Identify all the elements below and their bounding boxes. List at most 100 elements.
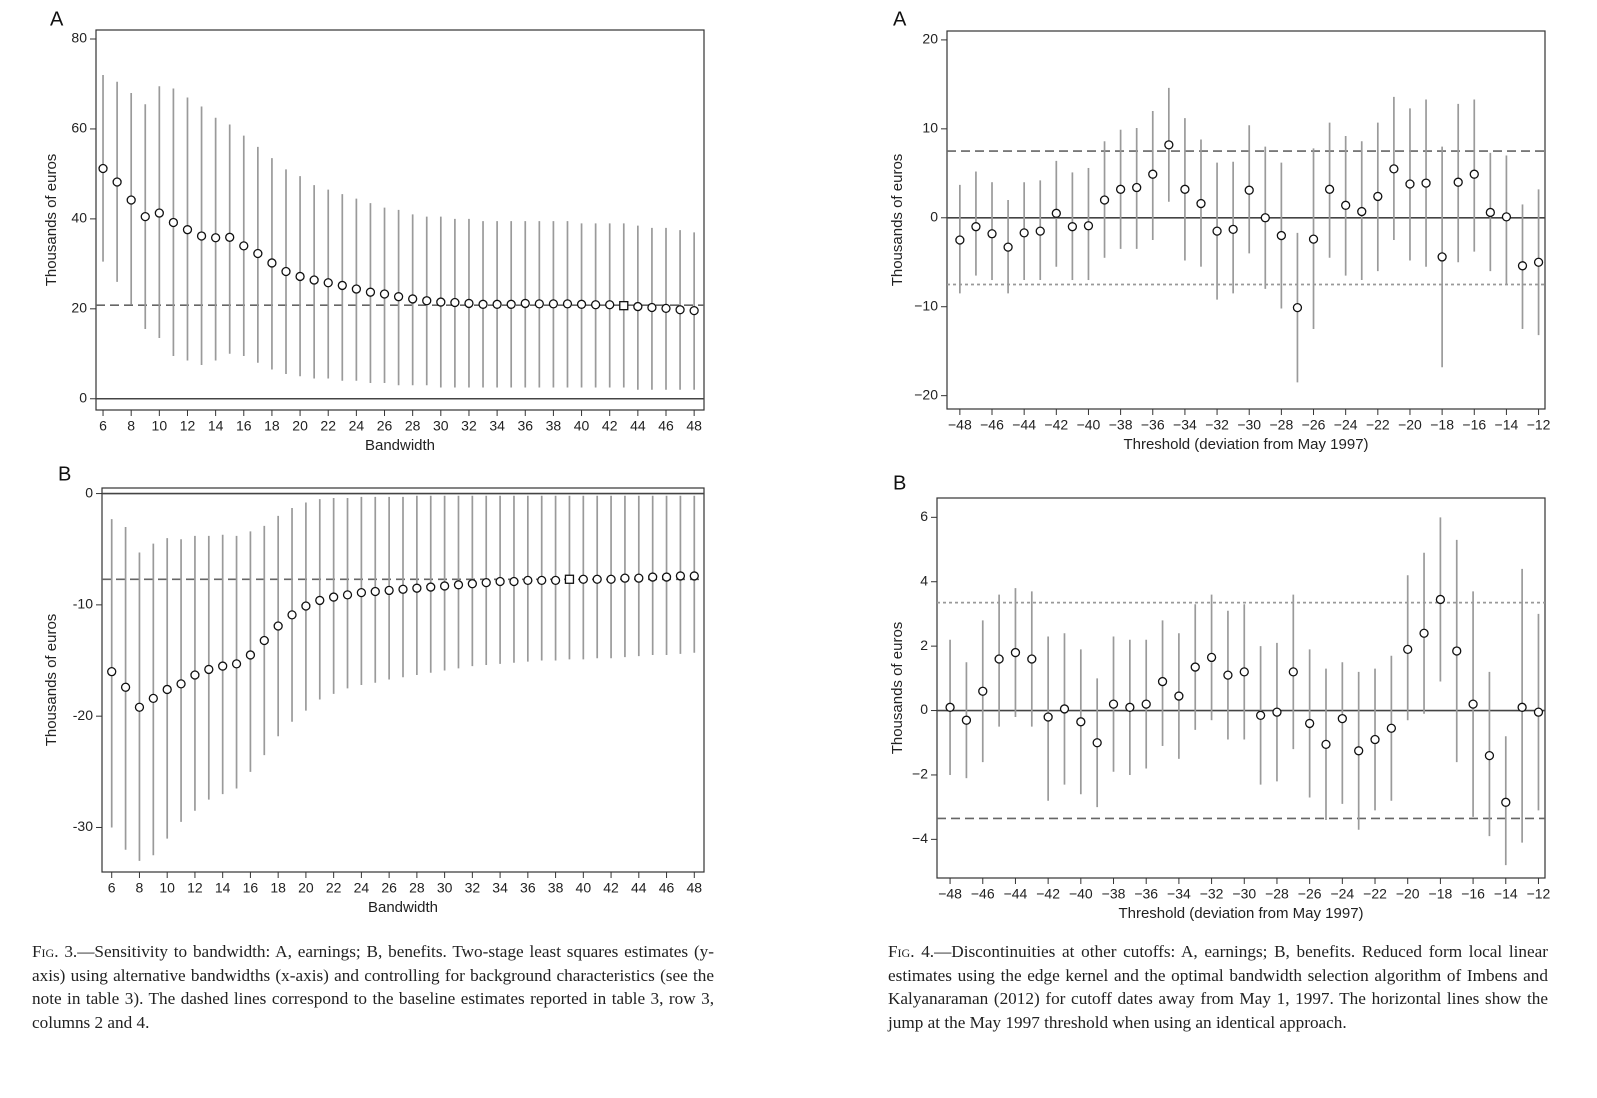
fig3-panel-a: A 0 20 40 60 80 6 8 10 12 14 16 18 20 22 24 26 28 30 32 34 36… [43, 8, 705, 454]
x-tick-label: −46 [980, 417, 1004, 433]
data-point [675, 305, 685, 315]
x-tick-label: −28 [1269, 417, 1293, 433]
data-point [1533, 707, 1544, 717]
data-point [168, 217, 179, 228]
data-point [365, 287, 376, 297]
data-point [1132, 182, 1142, 193]
data-point [273, 621, 283, 631]
fig4-caption-label: Fig. 4. [888, 942, 935, 961]
data-point [412, 583, 422, 593]
y-tick-label: 10 [922, 120, 938, 136]
x-tick-label: 40 [576, 880, 592, 896]
x-tick-label: −42 [1044, 417, 1068, 433]
y-tick-label: 6 [920, 508, 928, 524]
data-point [1469, 169, 1479, 179]
x-tick-label: −32 [1200, 886, 1224, 902]
y-tick-label: 20 [71, 300, 87, 316]
data-point [987, 229, 997, 239]
data-point [1341, 200, 1351, 210]
y-tick-label: 60 [71, 120, 87, 136]
y-tick-label: -10 [73, 596, 93, 612]
data-point [1212, 226, 1222, 236]
y-tick-label: −4 [912, 830, 928, 846]
data-point [1453, 177, 1463, 187]
y-tick-label: 0 [79, 389, 87, 405]
x-tick-label: 42 [603, 880, 619, 896]
panel-label: A [50, 8, 64, 30]
data-point [1405, 179, 1415, 189]
data-point [281, 266, 291, 277]
y-tick-label: 4 [920, 572, 928, 588]
data-point [978, 686, 988, 696]
data-point [994, 654, 1004, 664]
data-point [323, 278, 333, 288]
data-point [1403, 644, 1413, 655]
data-point [961, 715, 972, 725]
y-tick-label: -20 [73, 707, 93, 723]
x-tick-label: 8 [136, 880, 144, 896]
data-point [1419, 628, 1429, 638]
data-point [592, 574, 602, 584]
x-tick-label: −12 [1527, 417, 1551, 433]
x-tick-label: 30 [437, 880, 453, 896]
x-tick-label: 46 [658, 418, 674, 434]
fig4-caption-text: —Discontinuities at other cutoffs: A, ea… [888, 942, 1548, 1032]
data-point [422, 296, 432, 306]
data-point [393, 292, 404, 302]
data-point [495, 576, 505, 587]
data-point [408, 294, 418, 304]
data-point [1288, 667, 1298, 677]
data-point [148, 693, 158, 704]
x-tick-label: −36 [1134, 886, 1158, 902]
data-point [356, 587, 367, 598]
y-tick-label: 40 [71, 210, 87, 226]
y-tick-label: 20 [922, 31, 938, 47]
data-point [1373, 191, 1383, 202]
data-point [253, 248, 263, 259]
data-point [1321, 739, 1331, 750]
x-tick-label: 12 [180, 418, 196, 434]
data-point [245, 650, 256, 660]
y-tick-label: −20 [914, 386, 938, 402]
x-tick-label: −30 [1237, 417, 1261, 433]
x-tick-label: −48 [938, 886, 962, 902]
x-tick-label: 48 [686, 418, 702, 434]
data-point [633, 301, 643, 312]
data-point [520, 298, 530, 309]
x-tick-label: −38 [1102, 886, 1126, 902]
x-axis-label: Threshold (deviation from May 1997) [1118, 905, 1363, 922]
x-tick-label: −24 [1330, 886, 1354, 902]
data-point [176, 679, 186, 689]
data-point [450, 297, 460, 308]
data-point [506, 299, 516, 309]
x-tick-label: −20 [1398, 417, 1422, 433]
x-tick-label: −14 [1494, 886, 1518, 902]
data-point [1484, 750, 1495, 761]
data-point [1255, 710, 1266, 721]
x-tick-label: 14 [208, 418, 224, 434]
data-point [1421, 178, 1431, 188]
x-tick-label: −26 [1298, 886, 1322, 902]
y-tick-label: 0 [930, 208, 938, 224]
data-point [1485, 207, 1495, 218]
x-tick-label: −14 [1495, 417, 1519, 433]
x-tick-label: −44 [1004, 886, 1028, 902]
data-point [1260, 213, 1270, 223]
data-point [1437, 252, 1447, 262]
x-tick-label: 10 [152, 418, 168, 434]
data-point [550, 575, 561, 586]
data-point [1003, 242, 1013, 252]
x-tick-label: −34 [1167, 886, 1191, 902]
data-point [315, 595, 325, 606]
data-point [1164, 140, 1174, 150]
data-point [1043, 712, 1053, 722]
x-tick-label: −16 [1462, 417, 1486, 433]
data-point [259, 635, 269, 646]
fig3-caption-text: —Sensitivity to bandwidth: A, earnings; … [32, 942, 714, 1032]
data-point [107, 667, 117, 677]
y-axis-label: Thousands of euros [889, 154, 906, 287]
data-point [196, 231, 207, 241]
data-point [1206, 652, 1217, 663]
